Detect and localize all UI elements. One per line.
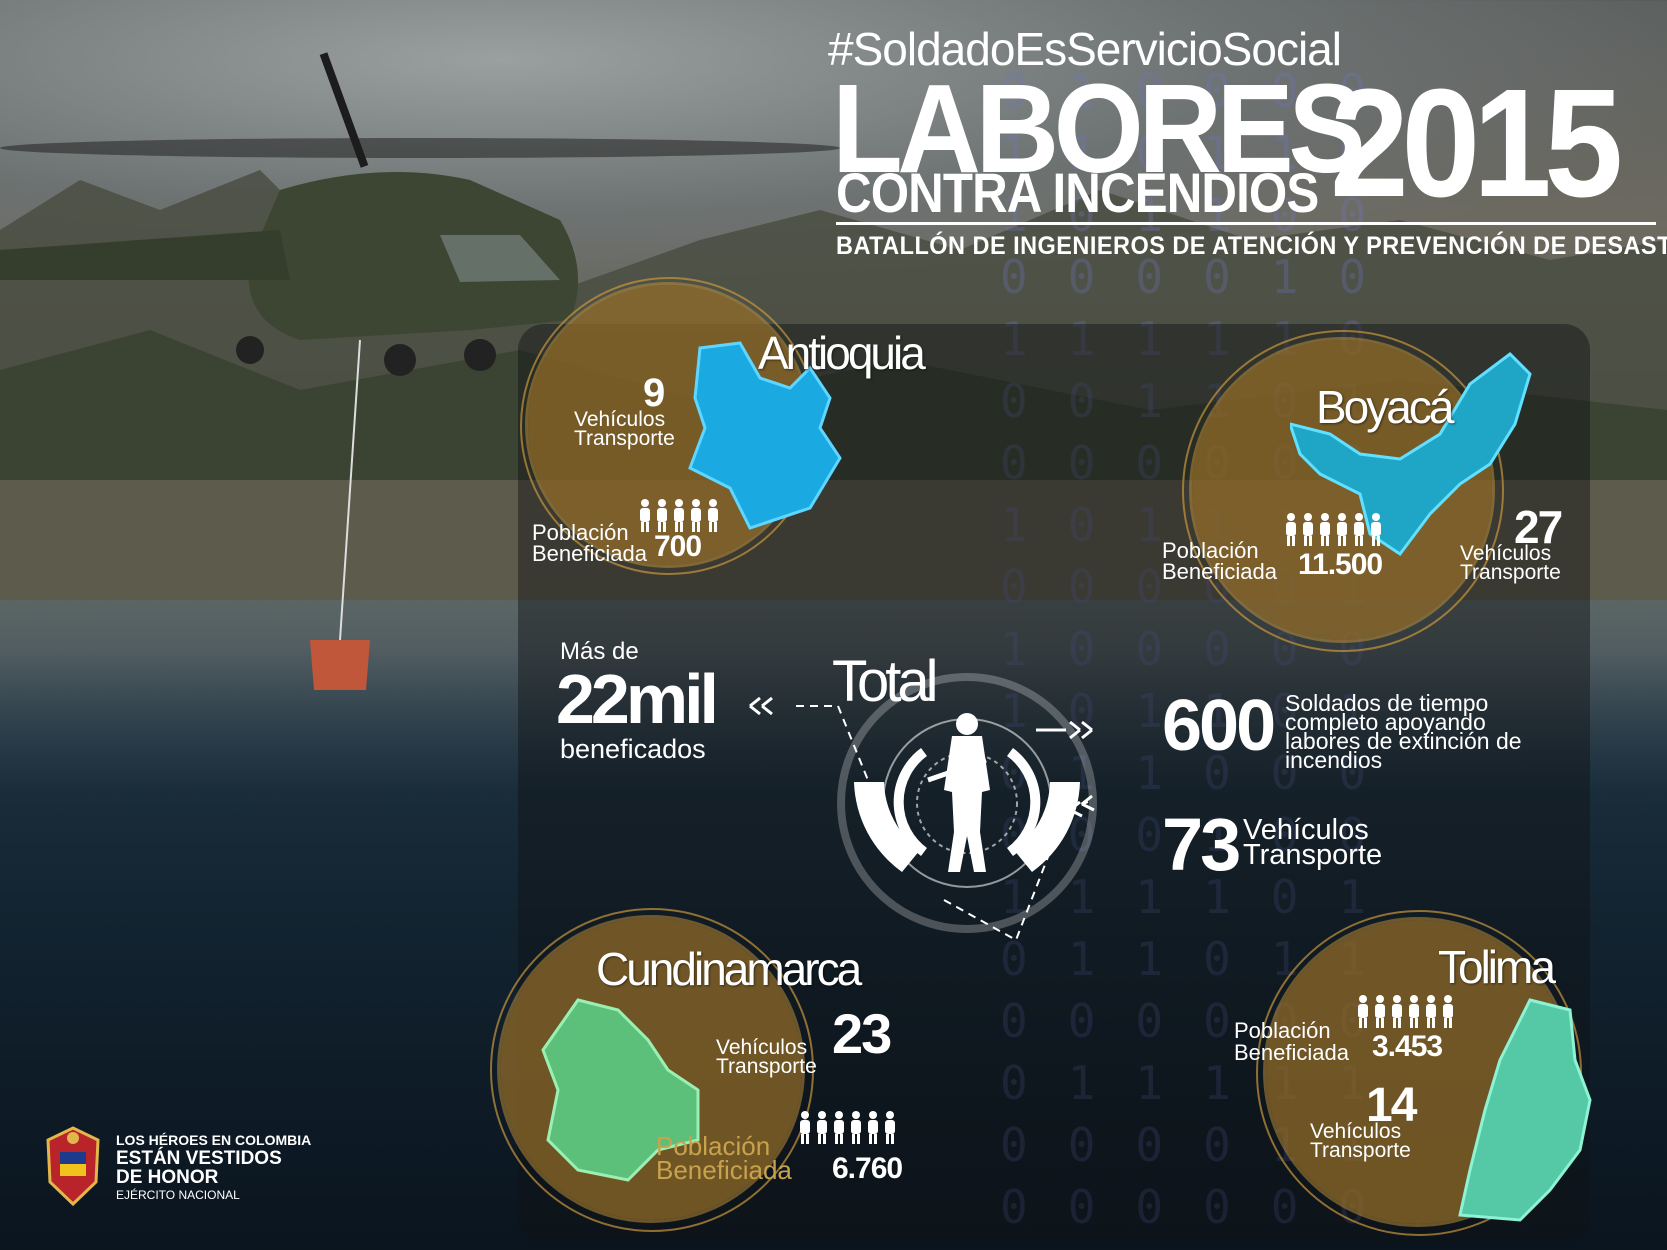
header-subtitle: BATALLÓN DE INGENIEROS DE ATENCIÓN Y PRE… <box>836 232 1667 260</box>
tolima-map-icon <box>1458 998 1592 1222</box>
cundinamarca-vehicles-label-2: Transporte <box>716 1055 817 1078</box>
cundinamarca-population: 6.760 <box>832 1152 903 1185</box>
tolima-population: 3.453 <box>1372 1030 1443 1063</box>
boyaca-pop-label-1: Población <box>1162 538 1259 563</box>
header-divider <box>836 222 1656 225</box>
antioquia-map-icon <box>688 341 842 530</box>
army-shield-icon <box>46 1126 100 1207</box>
beneficiaries-prefix: Más de <box>560 638 639 665</box>
antioquia-pop-label-2: Beneficiada <box>532 541 647 566</box>
total-title: Total <box>832 649 938 714</box>
tolima-name: Tolima <box>1438 941 1556 993</box>
tolima-vehicles-label-1: Vehículos <box>1310 1120 1402 1143</box>
boyaca-vehicles-label-2: Transporte <box>1460 561 1561 584</box>
tolima-pop-label-1: Población <box>1234 1018 1331 1043</box>
boyaca-name: Boyacá <box>1316 381 1454 433</box>
tolima-people-icon <box>1356 994 1455 1028</box>
logo-line-1: LOS HÉROES EN COLOMBIA <box>116 1132 312 1148</box>
boyaca-ring <box>1182 330 1504 652</box>
connector-lines <box>749 696 1095 942</box>
cundinamarca-people-icon <box>798 1110 897 1144</box>
cundinamarca-ring <box>490 908 814 1232</box>
tolima-vehicles-label-2: Transporte <box>1310 1139 1411 1162</box>
antioquia-population: 700 <box>654 530 702 563</box>
total-vehicles-label-1: Vehículos <box>1243 814 1369 846</box>
logo-line-4: EJÉRCITO NACIONAL <box>116 1188 240 1202</box>
cundinamarca-vehicles-label-1: Vehículos <box>716 1036 808 1059</box>
total-vehicles-label: Vehículos Transporte <box>1243 814 1383 871</box>
boyaca-map-icon <box>1290 352 1532 557</box>
antioquia-name: Antioquia <box>758 327 926 379</box>
antioquia-vehicles: 9 <box>643 371 665 415</box>
cundinamarca-name: Cundinamarca <box>596 943 862 995</box>
cundinamarca-vehicles: 23 <box>832 1002 892 1065</box>
soldiers-text: Soldados de tiempo completo apoyando lab… <box>1285 690 1522 773</box>
tolima-vehicles: 14 <box>1366 1079 1417 1132</box>
title-year: 2015 <box>1330 57 1623 229</box>
antioquia-people-icon <box>638 498 720 532</box>
soldiers-value: 600 <box>1162 686 1276 766</box>
helicopter-icon <box>0 52 840 690</box>
title-labores: LABORES <box>832 58 1366 199</box>
beneficiaries-value: 22mil <box>556 660 719 738</box>
title-contra-incendios: CONTRA INCENDIOS <box>836 161 1319 224</box>
boyaca-population: 11.500 <box>1298 548 1383 581</box>
logo-line-3: DE HONOR <box>116 1167 219 1188</box>
total-vehicles-value: 73 <box>1162 803 1241 886</box>
logo-line-2: ESTÁN VESTIDOS <box>116 1148 282 1169</box>
cundinamarca-pop-label-2: Beneficiada <box>656 1155 792 1185</box>
hashtag: #SoldadoEsServicioSocial <box>828 23 1342 75</box>
cundinamarca-map-icon <box>541 998 700 1182</box>
tolima-pop-label-2: Beneficiada <box>1234 1040 1349 1065</box>
antioquia-vehicles-label-2: Transporte <box>574 427 675 450</box>
boyaca-pop-label-2: Beneficiada <box>1162 559 1277 584</box>
army-logo-text: LOS HÉROES EN COLOMBIA ESTÁN VESTIDOS DE… <box>116 1132 311 1204</box>
antioquia-pop-label-1: Población <box>532 520 629 545</box>
beneficiaries-suffix: beneficados <box>560 734 706 764</box>
boyaca-vehicles-label-1: Vehículos <box>1460 542 1552 565</box>
cundinamarca-pop-label-1: Población <box>656 1131 771 1161</box>
total-vehicles-label-2: Transporte <box>1243 839 1383 871</box>
antioquia-vehicles-label-1: Vehículos <box>574 408 666 431</box>
boyaca-vehicles: 27 <box>1514 501 1563 553</box>
boyaca-people-icon <box>1284 512 1383 546</box>
soldier-target-icon <box>837 673 1097 933</box>
